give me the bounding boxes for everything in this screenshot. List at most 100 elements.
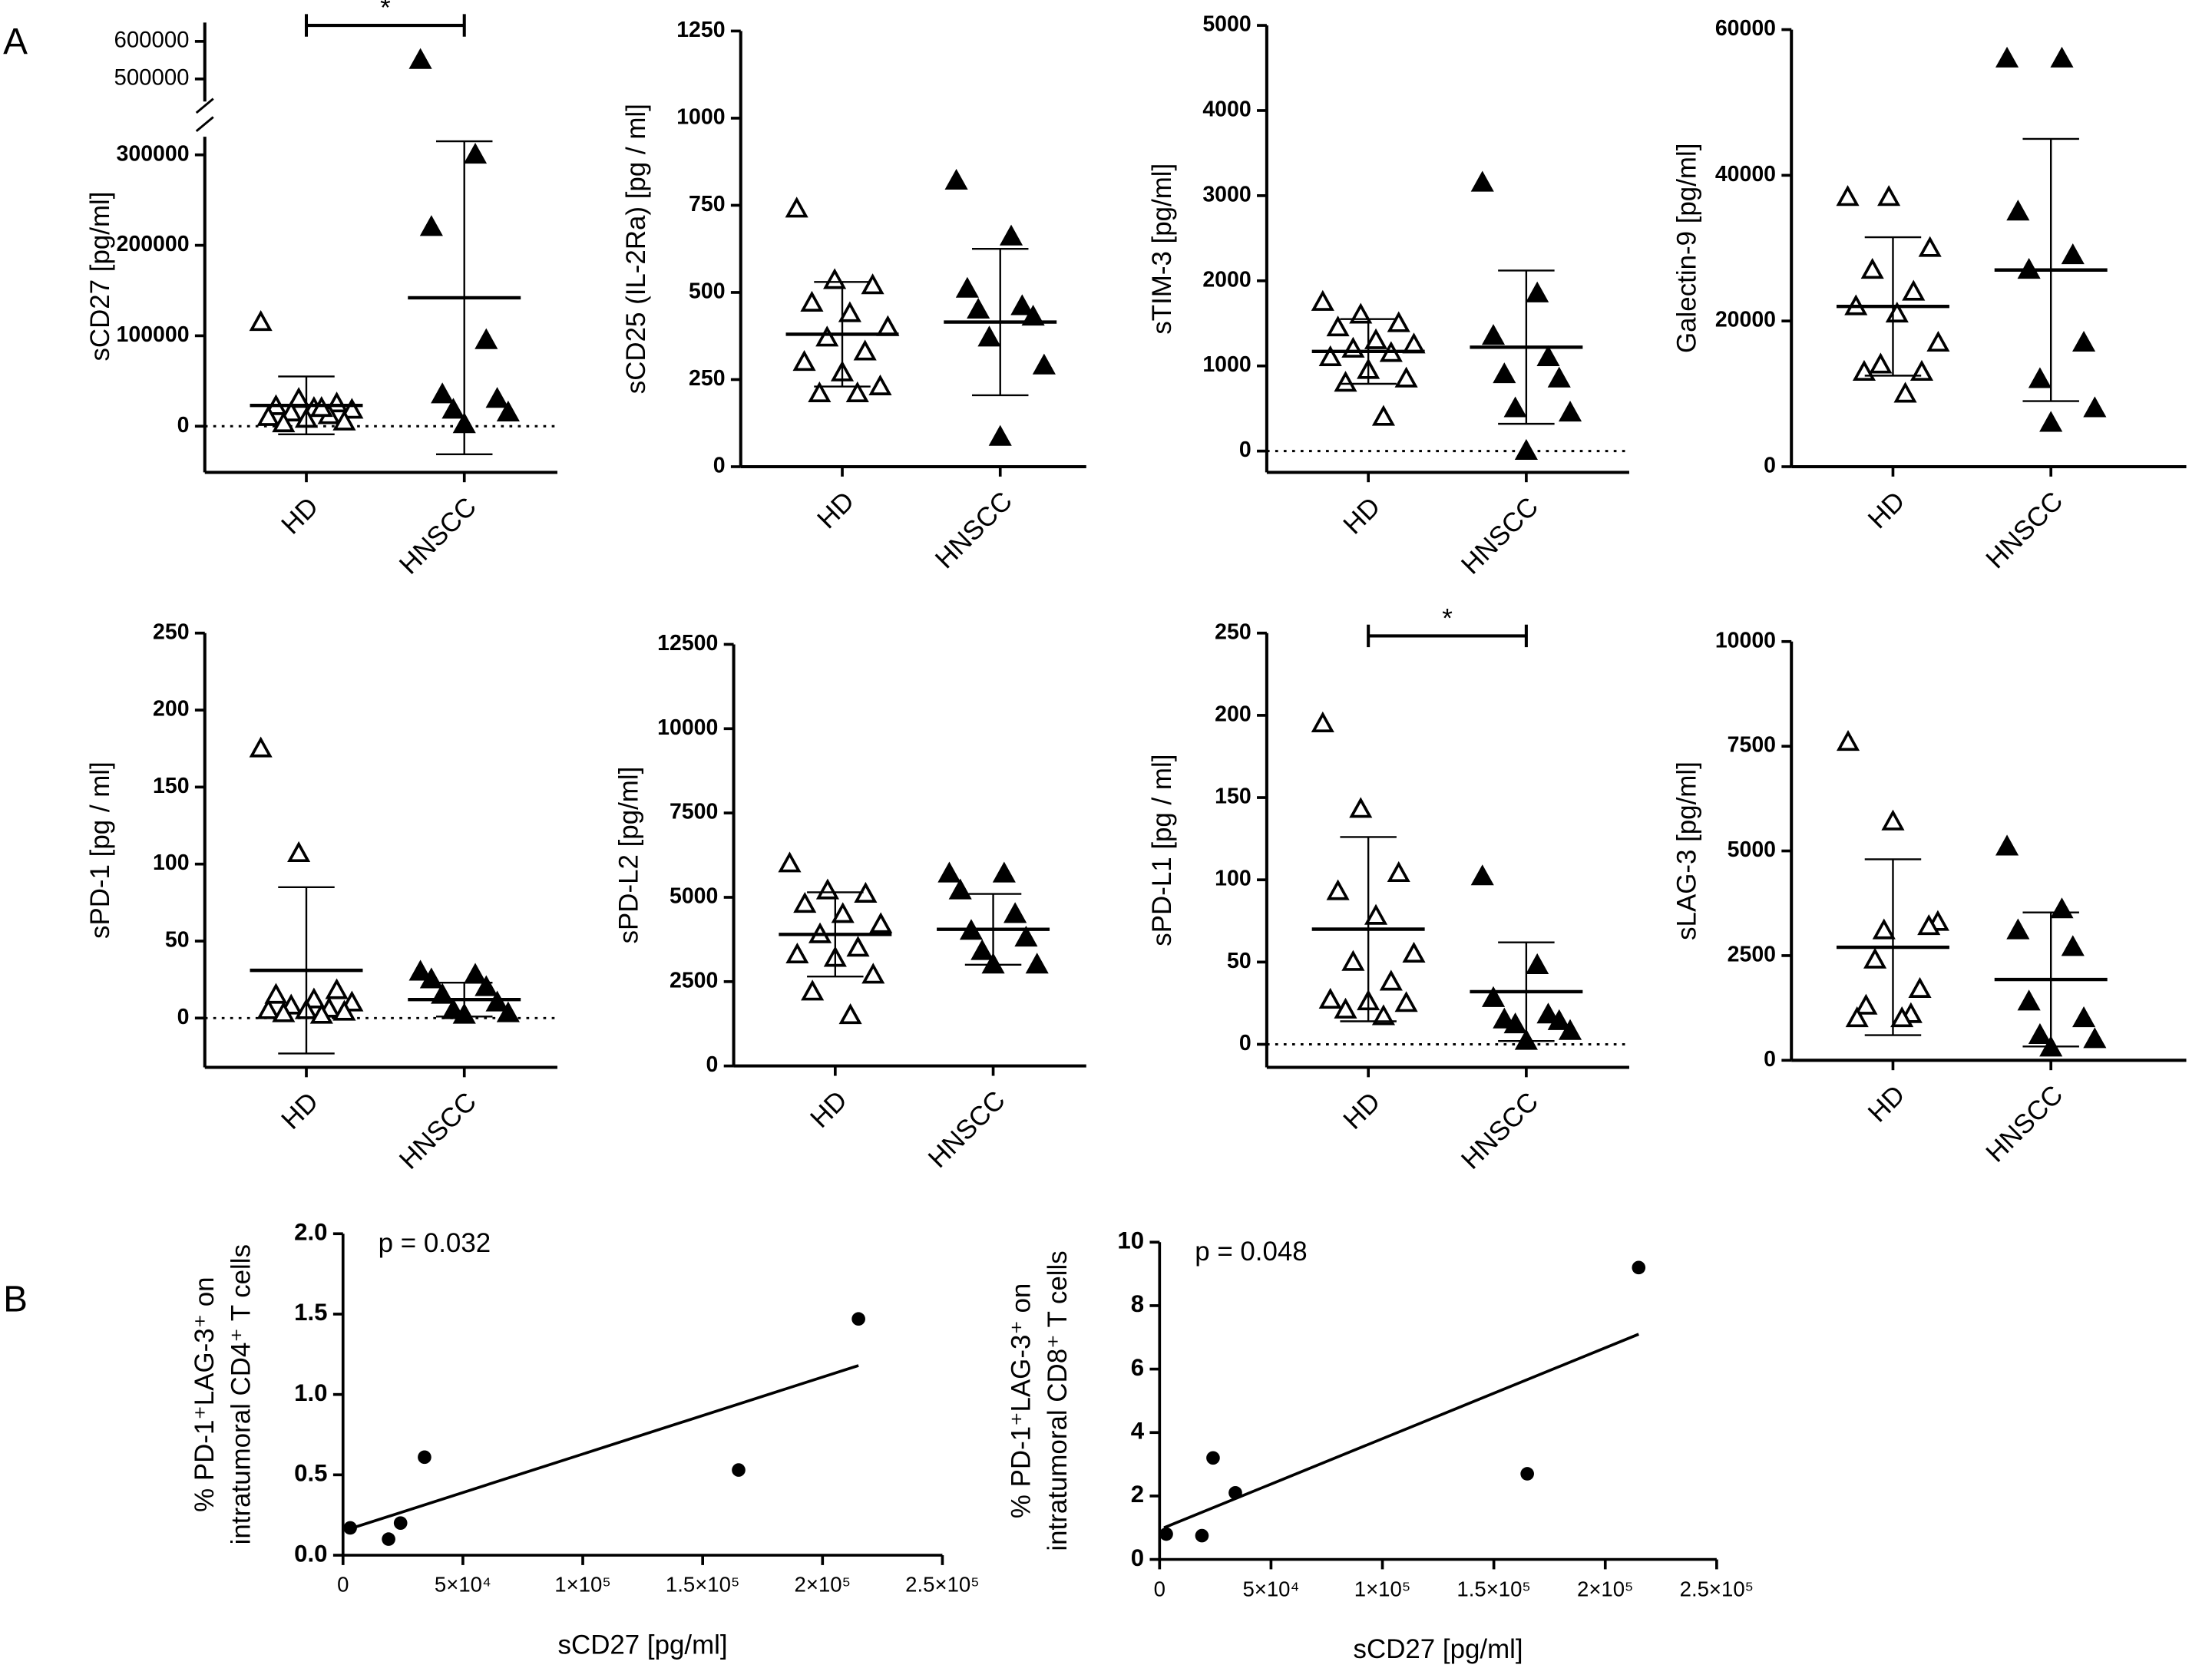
x-tick-label: HD <box>1337 1087 1386 1135</box>
data-point <box>785 942 809 964</box>
data-point <box>1311 711 1334 733</box>
y-tick-label: 1.5 <box>294 1299 327 1326</box>
y-tick-label: 12500 <box>657 631 718 656</box>
data-point <box>1836 185 1860 206</box>
x-tick-label: 0 <box>1154 1577 1166 1600</box>
data-point <box>1379 969 1403 991</box>
p-value: p = 0.048 <box>1195 1237 1307 1267</box>
data-point <box>1503 396 1527 418</box>
data-point <box>1514 438 1538 461</box>
data-point <box>463 963 488 984</box>
data-point <box>988 424 1012 446</box>
x-tick-label: HNSCC <box>1456 1087 1544 1175</box>
x-tick-label: 2×10⁵ <box>795 1573 851 1597</box>
data-point <box>1021 305 1045 326</box>
y-tick-label: 4000 <box>1202 97 1251 121</box>
data-point <box>1394 991 1418 1012</box>
data-point <box>1032 353 1056 375</box>
data-point <box>1334 997 1357 1019</box>
y-tick-label: 0 <box>1239 1031 1251 1055</box>
y-tick-label: 7500 <box>670 800 718 824</box>
data-point <box>393 1516 408 1530</box>
y-tick-label: 7500 <box>1728 733 1776 758</box>
significance-label: * <box>1442 603 1453 633</box>
data-point <box>1547 1009 1571 1030</box>
y-axis-label: sPD-L1 [pg / ml] <box>1147 755 1177 946</box>
y-tick-label: 0 <box>1764 1047 1776 1072</box>
y-tick-label: 150 <box>153 774 190 798</box>
data-point <box>1632 1260 1646 1275</box>
y-tick-label: 2500 <box>670 968 718 993</box>
data-point <box>256 405 280 426</box>
y-axis-label: sPD-1 [pg / ml] <box>85 761 115 939</box>
data-point <box>970 939 994 960</box>
data-point <box>1326 879 1350 900</box>
y-tick-label: 500000 <box>114 65 190 91</box>
x-tick-label: HD <box>1337 491 1386 540</box>
data-point <box>1470 864 1494 886</box>
y-tick-label: 4 <box>1131 1417 1145 1444</box>
data-point <box>801 979 825 1001</box>
data-point <box>815 878 839 900</box>
y-tick-label: 10000 <box>657 715 718 740</box>
data-point <box>1845 1006 1869 1028</box>
data-point <box>800 290 824 312</box>
data-point <box>272 411 296 433</box>
x-tick-label: HNSCC <box>394 491 482 580</box>
x-tick-label: HNSCC <box>1980 1079 2068 1168</box>
y-tick-label: 0 <box>177 413 190 438</box>
x-tick-label: 5×10⁴ <box>1242 1577 1299 1600</box>
data-point <box>2050 46 2074 68</box>
data-point <box>332 409 356 431</box>
y-tick-label: 0 <box>1239 438 1251 462</box>
y-tick-label: 0 <box>713 454 726 478</box>
data-point <box>1318 345 1342 367</box>
y-tick-label: 6 <box>1131 1354 1144 1381</box>
y-tick-label: 200 <box>153 697 190 722</box>
data-point <box>1526 953 1549 975</box>
y-tick-label: 5000 <box>670 884 718 908</box>
data-point <box>999 224 1023 246</box>
data-point <box>441 398 465 419</box>
data-point <box>1010 294 1034 315</box>
panel-label: A <box>3 21 28 62</box>
data-point <box>823 268 847 289</box>
axis-break <box>195 97 214 114</box>
y-tick-label: 100000 <box>117 322 190 347</box>
data-point <box>1014 925 1038 947</box>
data-point <box>1371 405 1395 426</box>
data-point <box>851 1312 865 1326</box>
y-tick-label: 3000 <box>1202 182 1251 206</box>
y-tick-label: 2.0 <box>294 1218 327 1245</box>
data-point <box>2083 1027 2107 1049</box>
y-tick-label: 1000 <box>1202 352 1251 377</box>
data-point <box>441 998 465 1019</box>
y-tick-label: 2000 <box>1202 267 1251 292</box>
data-point <box>474 975 498 996</box>
data-point <box>1918 236 1942 257</box>
data-point <box>2039 411 2063 432</box>
y-axis-label: sCD25 (IL-2Ra) [pg / ml] <box>621 104 651 394</box>
data-point <box>1481 986 1506 1007</box>
y-tick-label: 600000 <box>114 28 190 53</box>
data-point <box>2028 367 2052 388</box>
data-point <box>419 215 443 236</box>
y-tick-label: 20000 <box>1715 308 1776 332</box>
data-point <box>1402 941 1426 963</box>
x-tick-label: HNSCC <box>922 1085 1010 1174</box>
data-point <box>1341 336 1365 358</box>
data-point <box>853 339 877 361</box>
data-point <box>1493 1007 1516 1029</box>
x-tick-label: HNSCC <box>930 486 1018 574</box>
data-point <box>1995 834 2019 856</box>
x-tick-label: HD <box>276 1087 324 1135</box>
y-axis-label: intratumoral CD4⁺ T cells <box>226 1244 256 1544</box>
y-axis-label: Galectin-9 [pg/ml] <box>1671 144 1701 353</box>
data-point <box>408 960 432 981</box>
y-tick-label: 0 <box>177 1005 190 1029</box>
data-point <box>948 878 972 900</box>
data-point <box>778 851 802 873</box>
p-value: p = 0.032 <box>379 1228 491 1258</box>
data-point <box>272 1001 296 1022</box>
y-tick-label: 100 <box>1215 867 1251 891</box>
